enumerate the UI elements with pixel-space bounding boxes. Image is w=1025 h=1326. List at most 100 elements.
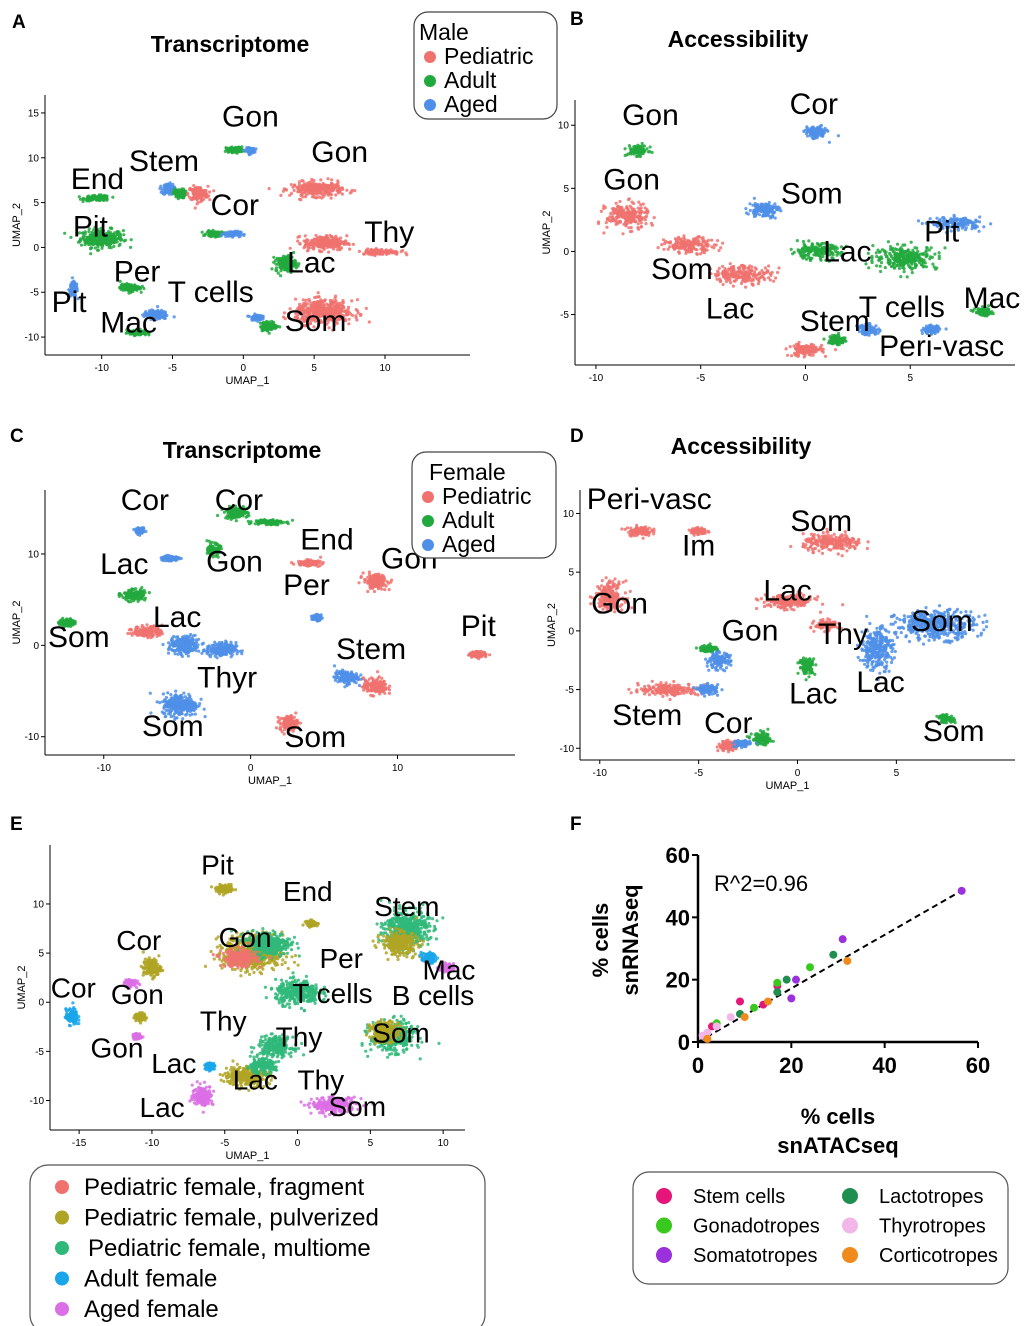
cell-point — [741, 272, 745, 276]
cell-point — [821, 134, 825, 138]
cell-point — [200, 230, 204, 234]
cell-point — [104, 197, 108, 201]
y-tick-label: 10 — [28, 153, 40, 164]
cell-point — [117, 244, 121, 248]
cell-point — [627, 144, 632, 148]
cell-point — [875, 264, 879, 268]
cell-point — [307, 190, 311, 194]
cell-point — [618, 213, 622, 217]
cell-point — [745, 274, 749, 278]
cell-point — [292, 188, 296, 193]
cell-point — [81, 199, 85, 204]
cell-point — [892, 261, 896, 265]
cell-point — [933, 252, 937, 256]
cell-point — [303, 190, 307, 195]
cell-point — [748, 208, 752, 213]
cell-point — [87, 230, 91, 234]
cell-point — [632, 152, 636, 156]
cell-point — [399, 250, 403, 254]
cell-point — [635, 154, 639, 159]
cell-point — [70, 276, 74, 280]
cell-point — [350, 190, 354, 194]
cell-point — [605, 217, 610, 221]
cell-point — [93, 225, 97, 229]
cell-point — [335, 236, 339, 240]
x-tick-label: 0 — [241, 363, 247, 374]
cell-point — [802, 248, 806, 252]
panel-a: -10 -5 0 5 10-10-5051015UMAP_1UMAP_2GonStemE… — [11, 95, 470, 387]
cell-point — [717, 248, 721, 253]
cell-point — [757, 213, 762, 217]
cell-point — [623, 153, 627, 158]
cell-point — [753, 270, 757, 274]
cell-point — [602, 231, 606, 235]
cell-point — [701, 248, 705, 252]
cell-point — [98, 242, 102, 246]
cell-point — [819, 131, 824, 135]
cell-point — [311, 190, 315, 194]
cell-point — [627, 197, 631, 201]
cell-point — [672, 247, 677, 251]
cell-point — [737, 266, 741, 270]
cell-point — [668, 241, 672, 245]
cell-point — [732, 264, 736, 269]
cell-point — [310, 177, 314, 181]
cell-point — [102, 235, 106, 239]
cell-point — [774, 276, 778, 280]
cell-point — [767, 264, 771, 268]
cell-point — [603, 205, 607, 210]
cell-point — [623, 147, 627, 151]
cell-point — [637, 200, 641, 204]
cell-point — [753, 266, 757, 270]
cell-point — [103, 241, 107, 245]
cell-point — [315, 295, 319, 299]
cell-point — [644, 214, 649, 218]
x-tick-label: -10 — [589, 373, 604, 384]
cell-point — [319, 178, 323, 182]
cell-point — [717, 266, 721, 270]
cell-point — [751, 278, 755, 282]
cell-point — [959, 220, 963, 224]
cell-point — [195, 202, 199, 206]
cell-point — [289, 183, 293, 187]
cell-point — [297, 234, 302, 238]
cell-point — [920, 258, 924, 263]
cell-point — [763, 214, 767, 218]
cell-point — [326, 177, 330, 181]
cell-point — [347, 317, 351, 321]
cell-point — [629, 219, 633, 223]
cell-point — [901, 255, 906, 259]
cell-point — [276, 324, 280, 329]
cell-point — [626, 215, 630, 219]
cluster-label: T cells — [168, 276, 254, 309]
cell-point — [97, 197, 101, 201]
cell-point — [937, 251, 941, 255]
cell-point — [139, 290, 143, 294]
cell-point — [914, 259, 918, 263]
cell-point — [69, 235, 73, 239]
cell-point — [899, 261, 903, 265]
cell-point — [696, 241, 700, 245]
cell-point — [301, 298, 305, 302]
cell-point — [99, 226, 103, 230]
cell-point — [335, 189, 339, 193]
cell-point — [162, 316, 167, 320]
cell-point — [641, 202, 645, 206]
cell-point — [289, 191, 294, 196]
cell-point — [814, 133, 818, 137]
cell-point — [315, 237, 319, 241]
cell-point — [732, 271, 736, 275]
cell-point — [936, 326, 941, 330]
cell-point — [202, 233, 206, 238]
cell-point — [766, 206, 771, 210]
cell-point — [644, 210, 648, 214]
cell-point — [772, 279, 776, 283]
y-axis-label: UMAP_2 — [11, 203, 23, 247]
cell-point — [630, 206, 634, 210]
cell-point — [891, 246, 895, 250]
cell-point — [813, 247, 817, 251]
cell-point — [810, 244, 814, 248]
cell-point — [267, 187, 271, 191]
cell-point — [626, 219, 630, 224]
cell-point — [87, 227, 91, 231]
